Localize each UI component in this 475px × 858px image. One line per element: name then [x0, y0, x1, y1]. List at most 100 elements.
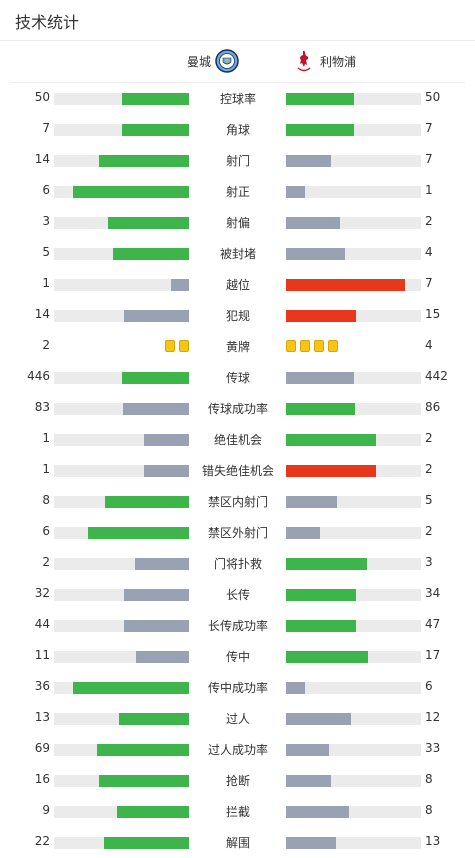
home-bar-fill: [103, 837, 189, 849]
away-bar-track: [286, 93, 421, 105]
home-bar-fill: [118, 713, 189, 725]
away-bar-fill: [286, 93, 354, 105]
home-bar-track: [54, 403, 189, 415]
home-value: 1: [42, 462, 50, 476]
home-value: 11: [34, 648, 50, 662]
away-bar-fill: [286, 682, 305, 694]
away-value: 13: [425, 834, 441, 848]
stat-label: 门将扑救: [213, 557, 262, 571]
stat-row: 1 越位 7: [0, 269, 475, 300]
away-value: 33: [425, 741, 441, 755]
away-bar-fill: [286, 558, 367, 570]
home-value: 50: [34, 90, 50, 104]
yellow-card-icon: [328, 340, 338, 352]
away-value: 8: [425, 772, 433, 786]
away-bar-track: [286, 186, 421, 198]
away-value: 2: [425, 462, 433, 476]
stat-row: 3 射偏 2: [0, 207, 475, 238]
away-bar-fill: [286, 155, 331, 167]
away-team[interactable]: 利物浦: [292, 49, 356, 73]
away-value: 2: [425, 214, 433, 228]
home-bar-fill: [108, 217, 189, 229]
stat-row: 32 长传 34: [0, 579, 475, 610]
stat-label: 禁区外射门: [207, 526, 268, 540]
home-value: 8: [42, 493, 50, 507]
away-bar-fill: [286, 372, 354, 384]
stat-row: 69 过人成功率 33: [0, 734, 475, 765]
home-value: 2: [42, 555, 50, 569]
away-bar-fill: [286, 279, 405, 291]
home-bar-fill: [98, 155, 189, 167]
away-bar-track: [286, 806, 421, 818]
home-cards: [165, 340, 189, 352]
away-bar-track: [286, 434, 421, 446]
home-bar-track: [54, 837, 189, 849]
home-bar-track: [54, 527, 189, 539]
home-team[interactable]: 曼城: [187, 49, 239, 73]
stat-label: 错失绝佳机会: [201, 464, 274, 478]
away-bar-track: [286, 682, 421, 694]
home-bar-fill: [98, 775, 189, 787]
stat-row: 6 禁区外射门 2: [0, 517, 475, 548]
home-bar-fill: [87, 527, 189, 539]
stat-label: 犯规: [225, 309, 250, 323]
home-bar-track: [54, 558, 189, 570]
stat-row: 44 长传成功率 47: [0, 610, 475, 641]
stat-label: 绝佳机会: [213, 433, 262, 447]
home-bar-track: [54, 217, 189, 229]
home-value: 14: [34, 307, 50, 321]
stat-label: 传球: [225, 371, 250, 385]
stat-label: 越位: [225, 278, 250, 292]
away-value: 50: [425, 90, 441, 104]
home-bar-track: [54, 744, 189, 756]
away-bar-fill: [286, 620, 357, 632]
stat-row: 6 射正 1: [0, 176, 475, 207]
home-value: 36: [34, 679, 50, 693]
away-bar-track: [286, 279, 421, 291]
away-value: 7: [425, 276, 433, 290]
home-bar-fill: [117, 806, 189, 818]
away-value: 442: [425, 369, 448, 383]
home-value: 22: [34, 834, 50, 848]
away-team-name: 利物浦: [320, 54, 357, 69]
stat-row: 11 传中 17: [0, 641, 475, 672]
away-bar-fill: [286, 806, 350, 818]
stat-label: 射偏: [225, 216, 250, 230]
header: 技术统计: [0, 0, 475, 41]
stat-label: 抢断: [225, 774, 250, 788]
home-bar-fill: [144, 434, 189, 446]
home-bar-fill: [136, 651, 189, 663]
home-bar-track: [54, 434, 189, 446]
home-value: 6: [42, 524, 50, 538]
away-bar-track: [286, 651, 421, 663]
home-bar-fill: [124, 589, 189, 601]
home-bar-track: [54, 620, 189, 632]
stat-label: 传球成功率: [207, 402, 268, 416]
stat-label: 射正: [225, 185, 250, 199]
home-bar-fill: [124, 620, 189, 632]
stat-row: 1 错失绝佳机会 2: [0, 455, 475, 486]
liverpool-crest-icon: [292, 49, 316, 73]
stat-row: 2 黄牌 4: [0, 331, 475, 362]
stat-row: 36 传中成功率 6: [0, 672, 475, 703]
page-title: 技术统计: [15, 13, 80, 32]
away-bar-track: [286, 155, 421, 167]
yellow-card-icon: [165, 340, 175, 352]
yellow-card-icon: [314, 340, 324, 352]
away-value: 4: [425, 245, 433, 259]
away-bar-track: [286, 403, 421, 415]
away-value: 2: [425, 524, 433, 538]
away-bar-fill: [286, 186, 305, 198]
stat-label: 长传: [225, 588, 250, 602]
stat-label: 射门: [225, 154, 250, 168]
away-bar-track: [286, 310, 421, 322]
home-bar-track: [54, 155, 189, 167]
home-bar-fill: [113, 248, 189, 260]
home-bar-track: [54, 465, 189, 477]
away-bar-fill: [286, 744, 330, 756]
away-bar-track: [286, 248, 421, 260]
away-bar-track: [286, 217, 421, 229]
away-bar-track: [286, 496, 421, 508]
home-value: 446: [27, 369, 50, 383]
home-value: 1: [42, 276, 50, 290]
